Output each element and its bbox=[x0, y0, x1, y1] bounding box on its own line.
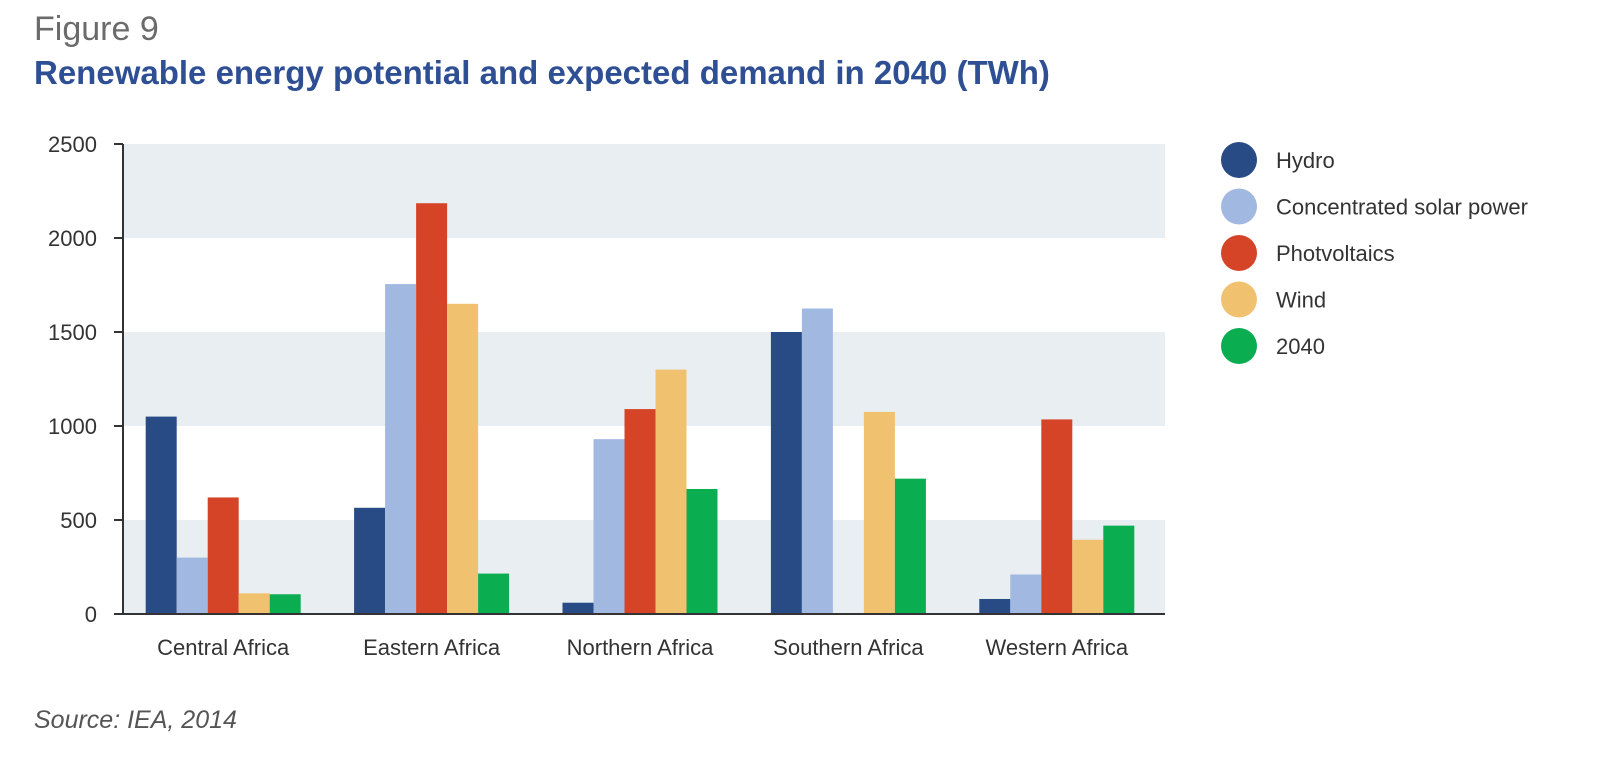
legend-swatch bbox=[1221, 235, 1257, 271]
bar-wind-central-africa bbox=[238, 593, 270, 614]
bar-concentrated-solar-power-northern-africa bbox=[593, 439, 625, 614]
legend-label: Hydro bbox=[1276, 148, 1335, 173]
y-tick-label: 1500 bbox=[48, 320, 97, 345]
bars bbox=[145, 203, 1135, 614]
bar-photvoltaics-western-africa bbox=[1041, 419, 1073, 614]
legend-label: Photvoltaics bbox=[1276, 241, 1395, 266]
background-bands bbox=[123, 144, 1165, 614]
bar-hydro-eastern-africa bbox=[354, 507, 386, 614]
legend-label: Concentrated solar power bbox=[1276, 195, 1528, 220]
legend-swatch bbox=[1221, 328, 1257, 364]
x-tick-label: Western Africa bbox=[985, 635, 1128, 660]
y-tick-labels: 0 500 1000 1500 2000 2500 bbox=[48, 132, 97, 627]
bar-concentrated-solar-power-eastern-africa bbox=[385, 284, 417, 614]
y-tick-label: 500 bbox=[60, 508, 97, 533]
bar-photvoltaics-northern-africa bbox=[624, 409, 656, 614]
y-tick-label: 0 bbox=[85, 602, 97, 627]
bar-hydro-central-africa bbox=[145, 416, 177, 614]
figure-label: Figure 9 bbox=[34, 10, 159, 48]
bar-hydro-northern-africa bbox=[562, 602, 594, 614]
legend-swatch bbox=[1221, 188, 1257, 225]
bar-photvoltaics-eastern-africa bbox=[416, 203, 448, 614]
legend-swatch bbox=[1221, 281, 1257, 318]
bar-wind-northern-africa bbox=[655, 369, 687, 614]
bar-concentrated-solar-power-southern-africa bbox=[801, 308, 833, 614]
bar-concentrated-solar-power-western-africa bbox=[1010, 574, 1042, 614]
grid-band bbox=[123, 144, 1165, 238]
bar-wind-western-africa bbox=[1072, 539, 1104, 614]
bar-concentrated-solar-power-central-africa bbox=[176, 557, 208, 614]
bar-photvoltaics-central-africa bbox=[207, 497, 239, 614]
bar-2040-northern-africa bbox=[686, 488, 718, 614]
x-tick-labels: Central Africa Eastern Africa Northern Afr… bbox=[157, 635, 1129, 660]
bar-2040-western-africa bbox=[1103, 525, 1135, 614]
x-tick-label: Central Africa bbox=[157, 635, 290, 660]
x-tick-label: Eastern Africa bbox=[363, 635, 501, 660]
legend-label: 2040 bbox=[1276, 334, 1325, 359]
bar-2040-eastern-africa bbox=[478, 573, 510, 614]
bar-wind-eastern-africa bbox=[447, 303, 479, 614]
bar-2040-central-africa bbox=[269, 594, 301, 614]
bar-hydro-southern-africa bbox=[770, 332, 802, 614]
axes bbox=[114, 143, 1165, 615]
source-note: Source: IEA, 2014 bbox=[34, 706, 237, 734]
chart-title: Renewable energy potential and expected … bbox=[34, 54, 1050, 91]
y-tick-label: 2500 bbox=[48, 132, 97, 157]
y-tick-label: 2000 bbox=[48, 226, 97, 251]
legend-label: Wind bbox=[1276, 288, 1326, 313]
bar-2040-southern-africa bbox=[894, 478, 926, 614]
x-tick-label: Northern Africa bbox=[567, 635, 714, 660]
y-tick-label: 1000 bbox=[48, 414, 97, 439]
x-tick-label: Southern Africa bbox=[773, 635, 924, 660]
bar-wind-southern-africa bbox=[863, 411, 895, 614]
bar-hydro-western-africa bbox=[979, 598, 1011, 614]
legend-swatch bbox=[1221, 142, 1257, 178]
legend: Hydro Concentrated solar power Photvoltaic… bbox=[1221, 142, 1528, 364]
